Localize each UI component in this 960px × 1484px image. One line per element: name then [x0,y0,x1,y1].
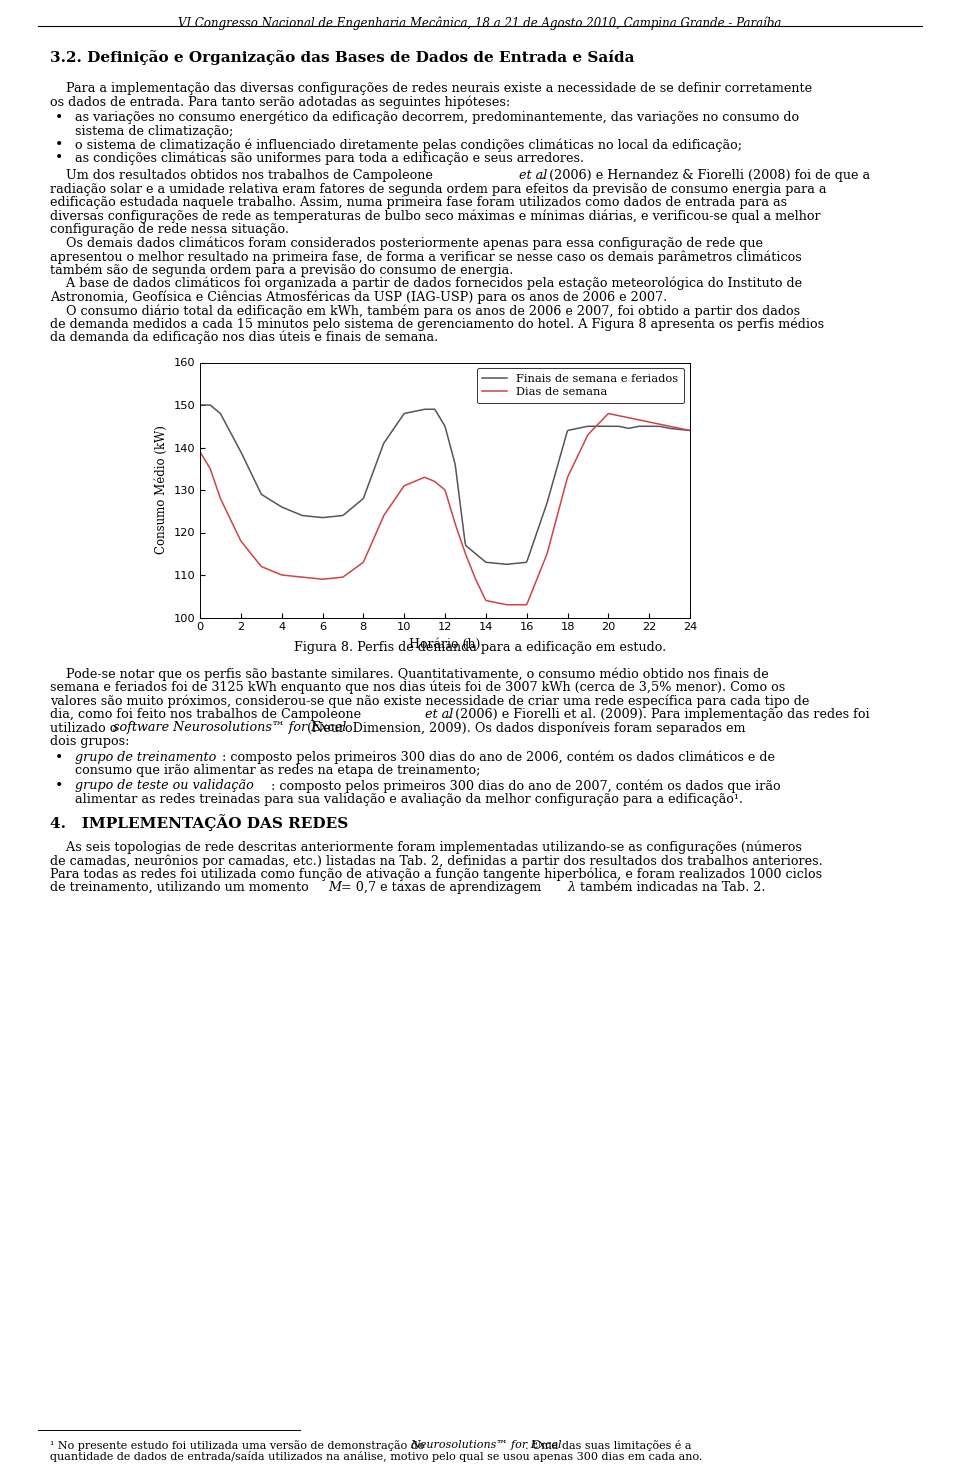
Text: •: • [55,111,63,125]
Text: Um dos resultados obtidos nos trabalhos de Campoleone: Um dos resultados obtidos nos trabalhos … [50,169,437,183]
Text: Neurosolutions™ for Excel: Neurosolutions™ for Excel [410,1439,562,1450]
Finais de semana e feriados [522,549,534,567]
Dias de semana [522,592,534,610]
Text: o sistema de climatização é influenciado diretamente pelas condições climáticas : o sistema de climatização é influenciado… [75,138,742,151]
Finais de semana e feriados [500,555,512,573]
Text: 4.   IMPLEMENTAÇÃO DAS REDES: 4. IMPLEMENTAÇÃO DAS REDES [50,815,348,831]
Text: edificação estudada naquele trabalho. Assim, numa primeira fase foram utilizados: edificação estudada naquele trabalho. As… [50,196,787,209]
Dias de semana [564,463,575,481]
Text: O consumo diário total da edificação em kWh, também para os anos de 2006 e 2007,: O consumo diário total da edificação em … [50,304,800,318]
Text: dia, como foi feito nos trabalhos de Campoleone: dia, como foi feito nos trabalhos de Cam… [50,708,365,721]
Text: •: • [55,151,63,166]
Text: . Uma das suas limitações é a: . Uma das suas limitações é a [525,1439,691,1451]
Text: valores são muito próximos, considerou-se que não existe necessidade de criar um: valores são muito próximos, considerou-s… [50,695,809,708]
Text: consumo que irão alimentar as redes na etapa de treinamento;: consumo que irão alimentar as redes na e… [75,764,480,778]
Text: de camadas, neurônios por camadas, etc.) listadas na Tab. 2, definidas a partir : de camadas, neurônios por camadas, etc.)… [50,853,823,868]
Text: também são de segunda ordem para a previsão do consumo de energia.: também são de segunda ordem para a previ… [50,264,514,278]
Text: as variações no consumo energético da edificação decorrem, predominantemente, da: as variações no consumo energético da ed… [75,111,799,125]
Dias de semana [416,469,427,487]
Text: Figura 8. Perfis de demanda para a edificação em estudo.: Figura 8. Perfis de demanda para a edifi… [294,641,666,654]
Text: também indicadas na Tab. 2.: também indicadas na Tab. 2. [576,881,765,893]
Text: diversas configurações de rede as temperaturas de bulbo seco máximas e mínimas d: diversas configurações de rede as temper… [50,209,821,223]
Text: = 0,7 e taxas de aprendizagem: = 0,7 e taxas de aprendizagem [337,881,545,893]
X-axis label: Horário (h): Horário (h) [409,638,481,651]
Text: : composto pelos primeiros 300 dias do ano de 2006, contém os dados climáticos e: : composto pelos primeiros 300 dias do a… [222,751,775,764]
Dias de semana [684,421,696,439]
Text: Pode-se notar que os perfis são bastante similares. Quantitativamente, o consumo: Pode-se notar que os perfis são bastante… [50,668,769,681]
Text: semana e feriados foi de 3125 kWh enquanto que nos dias úteis foi de 3007 kWh (c: semana e feriados foi de 3125 kWh enquan… [50,681,785,695]
Text: configuração de rede nessa situação.: configuração de rede nessa situação. [50,223,289,236]
Text: •: • [55,138,63,151]
Dias de semana [603,405,614,423]
Text: grupo de treinamento: grupo de treinamento [75,751,216,763]
Line: Finais de semana e feriados: Finais de semana e feriados [200,405,690,564]
Text: radiação solar e a umidade relativa eram fatores de segunda ordem para efeitos d: radiação solar e a umidade relativa eram… [50,183,827,196]
Text: λ: λ [567,881,575,893]
Text: 3.2. Definição e Organização das Bases de Dados de Entrada e Saída: 3.2. Definição e Organização das Bases d… [50,50,635,65]
Text: ¹ No presente estudo foi utilizada uma versão de demonstração do: ¹ No presente estudo foi utilizada uma v… [50,1439,428,1451]
Text: et al: et al [425,708,453,721]
Text: As seis topologias de rede descritas anteriormente foram implementadas utilizand: As seis topologias de rede descritas ant… [50,840,802,853]
Dias de semana [321,570,332,588]
Finais de semana e feriados [564,421,575,439]
Text: VI Congresso Nacional de Engenharia Mecânica, 18 a 21 de Agosto 2010, Campina Gr: VI Congresso Nacional de Engenharia Mecâ… [179,16,781,30]
Text: software Neurosolutions™ for Excel: software Neurosolutions™ for Excel [113,721,347,735]
Text: utilizado o: utilizado o [50,721,121,735]
Text: Astronomia, Geofísica e Ciências Atmosféricas da USP (IAG-USP) para os anos de 2: Astronomia, Geofísica e Ciências Atmosfé… [50,291,667,304]
Text: (NeuroDimension, 2009). Os dados disponíveis foram separados em: (NeuroDimension, 2009). Os dados disponí… [303,721,746,735]
Text: Para todas as redes foi utilizada como função de ativação a função tangente hipe: Para todas as redes foi utilizada como f… [50,868,822,881]
Finais de semana e feriados [321,509,332,527]
Text: as condições climáticas são uniformes para toda a edificação e seus arredores.: as condições climáticas são uniformes pa… [75,151,584,165]
Finais de semana e feriados [281,500,293,518]
Dias de semana [501,597,513,614]
Text: . (2006) e Fiorelli et al. (2009). Para implementação das redes foi: . (2006) e Fiorelli et al. (2009). Para … [447,708,870,721]
Text: de treinamento, utilizando um momento: de treinamento, utilizando um momento [50,881,313,893]
Dias de semana [194,442,205,460]
Text: alimentar as redes treinadas para sua validação e avaliação da melhor configuraç: alimentar as redes treinadas para sua va… [75,792,743,806]
Text: grupo de teste ou validação: grupo de teste ou validação [75,779,253,792]
Text: sistema de climatização;: sistema de climatização; [75,125,233,138]
Text: A base de dados climáticos foi organizada a partir de dados fornecidos pela esta: A base de dados climáticos foi organizad… [50,278,803,291]
Text: •: • [55,751,63,764]
Finais de semana e feriados [416,401,427,418]
Finais de semana e feriados [194,396,205,414]
Text: . (2006) e Hernandez & Fiorelli (2008) foi de que a: . (2006) e Hernandez & Fiorelli (2008) f… [541,169,870,183]
Text: et al: et al [519,169,547,183]
Legend: Finais de semana e feriados, Dias de semana: Finais de semana e feriados, Dias de sem… [476,368,684,404]
Text: dois grupos:: dois grupos: [50,735,130,748]
Line: Dias de semana: Dias de semana [200,414,690,605]
Text: da demanda da edificação nos dias úteis e finais de semana.: da demanda da edificação nos dias úteis … [50,331,439,344]
Dias de semana [281,567,293,585]
Text: Para a implementação das diversas configurações de redes neurais existe a necess: Para a implementação das diversas config… [50,82,812,95]
Finais de semana e feriados [684,421,696,439]
Text: de demanda medidos a cada 15 minutos pelo sistema de gerenciamento do hotel. A F: de demanda medidos a cada 15 minutos pel… [50,318,824,331]
Text: os dados de entrada. Para tanto serão adotadas as seguintes hipóteses:: os dados de entrada. Para tanto serão ad… [50,95,511,108]
Finais de semana e feriados [483,554,494,571]
Text: quantidade de dados de entrada/saída utilizados na análise, motivo pelo qual se : quantidade de dados de entrada/saída uti… [50,1451,703,1462]
Text: •: • [55,779,63,794]
Dias de semana [483,592,494,610]
Text: apresentou o melhor resultado na primeira fase, de forma a verificar se nesse ca: apresentou o melhor resultado na primeir… [50,249,802,264]
Text: M: M [328,881,341,893]
Text: Os demais dados climáticos foram considerados posteriormente apenas para essa co: Os demais dados climáticos foram conside… [50,236,763,249]
Text: : composto pelos primeiros 300 dias do ano de 2007, contém os dados que irão: : composto pelos primeiros 300 dias do a… [271,779,780,792]
Y-axis label: Consumo Médio (kW): Consumo Médio (kW) [155,426,168,555]
